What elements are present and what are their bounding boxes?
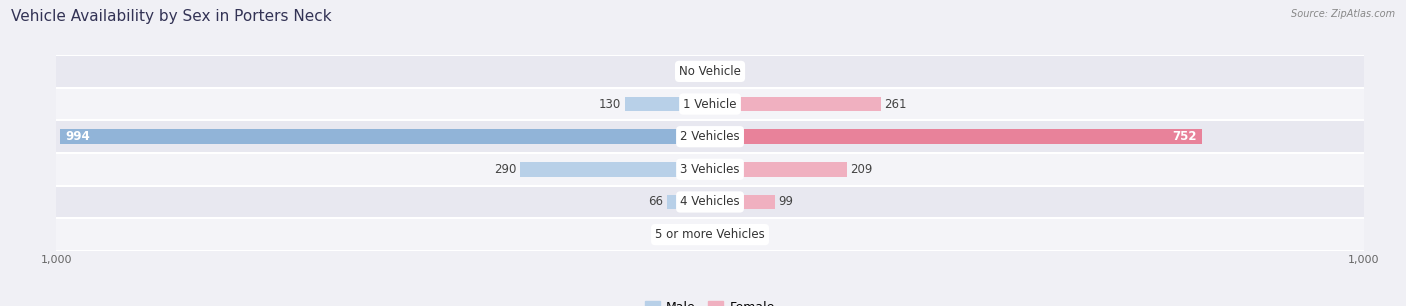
Text: 5 or more Vehicles: 5 or more Vehicles (655, 228, 765, 241)
Text: 27: 27 (731, 228, 747, 241)
Text: 290: 290 (494, 163, 516, 176)
Bar (520, 162, 710, 177)
Text: 3 Vehicles: 3 Vehicles (681, 163, 740, 176)
Text: 261: 261 (884, 98, 907, 110)
Bar (710, 162, 846, 177)
Bar (699, 64, 710, 79)
Bar (626, 97, 710, 111)
Text: 99: 99 (779, 196, 793, 208)
Bar (56, 186, 1364, 218)
Bar (56, 120, 1364, 153)
Text: 752: 752 (1173, 130, 1197, 143)
Legend: Male, Female: Male, Female (640, 296, 780, 306)
Bar (710, 129, 1202, 144)
Text: 25: 25 (675, 228, 690, 241)
Text: Source: ZipAtlas.com: Source: ZipAtlas.com (1291, 9, 1395, 19)
Text: 0: 0 (714, 65, 721, 78)
Bar (56, 55, 1364, 88)
Text: 994: 994 (66, 130, 90, 143)
Bar (710, 195, 775, 209)
Text: 209: 209 (851, 163, 873, 176)
Text: 1 Vehicle: 1 Vehicle (683, 98, 737, 110)
Bar (693, 227, 710, 242)
Bar (666, 195, 710, 209)
Text: 4 Vehicles: 4 Vehicles (681, 196, 740, 208)
Text: 2 Vehicles: 2 Vehicles (681, 130, 740, 143)
Bar (56, 88, 1364, 120)
Bar (710, 227, 728, 242)
Text: 66: 66 (648, 196, 664, 208)
Text: 18: 18 (679, 65, 695, 78)
Bar (56, 218, 1364, 251)
Text: Vehicle Availability by Sex in Porters Neck: Vehicle Availability by Sex in Porters N… (11, 9, 332, 24)
Bar (710, 97, 880, 111)
Text: 130: 130 (599, 98, 621, 110)
Text: No Vehicle: No Vehicle (679, 65, 741, 78)
Bar (56, 153, 1364, 186)
Bar (60, 129, 710, 144)
